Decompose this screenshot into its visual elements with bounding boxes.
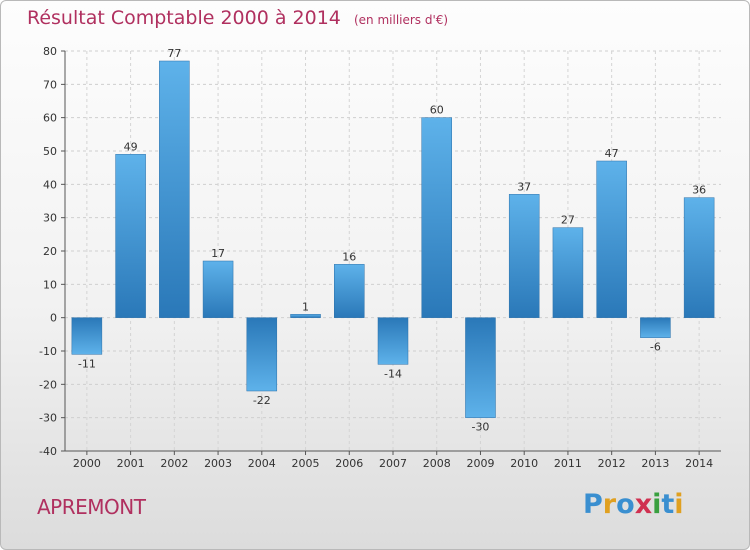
data-label-2008: 60 bbox=[430, 104, 444, 117]
y-tick-label: -40 bbox=[39, 445, 57, 458]
y-tick-label: -20 bbox=[39, 378, 57, 391]
data-label-2013: -6 bbox=[650, 341, 661, 354]
bar-2008 bbox=[421, 117, 452, 318]
data-label-2004: -22 bbox=[253, 394, 271, 407]
data-label-2005: 1 bbox=[302, 300, 309, 313]
label-layer: -11 49 77 17 -22 1 16 -14 60 -30 37 27 47 -6 36 bbox=[78, 47, 706, 434]
y-tick-label: 10 bbox=[43, 278, 57, 291]
bar-2006 bbox=[334, 264, 365, 318]
bar-2010 bbox=[508, 194, 540, 318]
y-tick-label: -30 bbox=[39, 412, 57, 425]
x-tick-label: 2003 bbox=[204, 457, 232, 470]
x-tick-label: 2007 bbox=[379, 457, 407, 470]
bar-2007 bbox=[377, 317, 409, 365]
x-tick-label: 2009 bbox=[466, 457, 494, 470]
bar-2012 bbox=[596, 160, 627, 318]
y-tick-label: 60 bbox=[43, 112, 57, 125]
y-tick-label: 40 bbox=[43, 178, 57, 191]
chart-title: Résultat Comptable 2000 à 2014 bbox=[27, 7, 341, 29]
y-tick-label: 30 bbox=[43, 212, 57, 225]
bar-2002 bbox=[159, 60, 190, 318]
x-tick-label: 2001 bbox=[117, 457, 145, 470]
bar-2004 bbox=[246, 317, 278, 392]
data-label-2011: 27 bbox=[561, 214, 575, 227]
x-tick-label: 2008 bbox=[423, 457, 451, 470]
y-tick-label: 70 bbox=[43, 78, 57, 91]
data-label-2014: 36 bbox=[692, 184, 706, 197]
data-label-2002: 77 bbox=[167, 47, 181, 60]
logo-letter: i bbox=[674, 489, 684, 520]
x-tick-label: 2010 bbox=[510, 457, 538, 470]
logo-letter: t bbox=[661, 489, 675, 520]
data-label-2009: -30 bbox=[471, 421, 489, 434]
data-label-2007: -14 bbox=[384, 367, 402, 380]
y-tick-label: 50 bbox=[43, 145, 57, 158]
data-label-2000: -11 bbox=[78, 357, 96, 370]
bar-2001 bbox=[115, 154, 146, 318]
data-label-2003: 17 bbox=[211, 247, 225, 260]
proxiti-logo: Proxiti bbox=[583, 489, 684, 520]
x-tick-label: 2011 bbox=[554, 457, 582, 470]
data-label-2001: 49 bbox=[124, 140, 138, 153]
x-tick-label: 2013 bbox=[641, 457, 669, 470]
bar-2005 bbox=[290, 314, 321, 318]
x-tick-label: 2002 bbox=[160, 457, 188, 470]
logo-letter: P bbox=[583, 489, 603, 520]
logo-letter: o bbox=[616, 489, 635, 520]
x-tick-label: 2014 bbox=[685, 457, 713, 470]
logo-letter: r bbox=[602, 489, 617, 520]
axis-layer: -40 -30 -20 -10 0 10 20 30 40 50 60 70 80 2000 2001 200… bbox=[39, 45, 721, 470]
title-row: Résultat Comptable 2000 à 2014 (en milli… bbox=[27, 7, 448, 29]
bar-layer bbox=[71, 60, 715, 418]
logo-letter: x bbox=[634, 489, 653, 520]
bar-2009 bbox=[465, 317, 496, 418]
data-label-2012: 47 bbox=[605, 147, 619, 160]
data-label-2006: 16 bbox=[342, 250, 356, 263]
bar-2000 bbox=[71, 317, 103, 355]
x-tick-label: 2004 bbox=[248, 457, 276, 470]
x-tick-label: 2000 bbox=[73, 457, 101, 470]
bar-2014 bbox=[683, 197, 715, 318]
logo-letter: i bbox=[652, 489, 662, 520]
bar-2011 bbox=[552, 227, 584, 318]
x-tick-label: 2005 bbox=[292, 457, 320, 470]
y-tick-label: -10 bbox=[39, 345, 57, 358]
bar-2013 bbox=[640, 317, 671, 338]
commune-name: APREMONT bbox=[37, 495, 146, 519]
data-label-2010: 37 bbox=[517, 180, 531, 193]
x-tick-label: 2006 bbox=[335, 457, 363, 470]
y-tick-label: 80 bbox=[43, 45, 57, 58]
y-tick-label: 0 bbox=[50, 312, 57, 325]
chart-subtitle: (en milliers d'€) bbox=[353, 13, 449, 27]
x-tick-label: 2012 bbox=[598, 457, 626, 470]
bar-2003 bbox=[202, 260, 234, 318]
y-tick-label: 20 bbox=[43, 245, 57, 258]
